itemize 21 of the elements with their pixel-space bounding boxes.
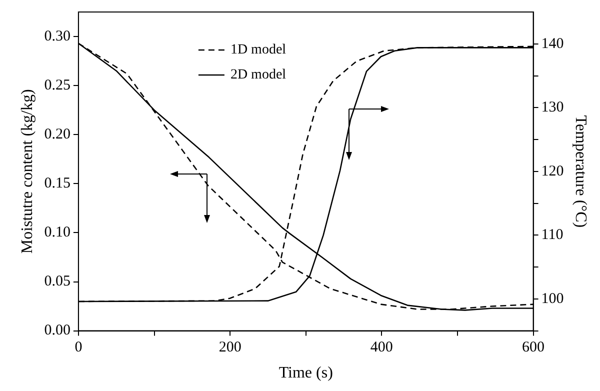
- x-tick-label: 400: [370, 340, 393, 356]
- legend-label: 2D model: [230, 68, 286, 83]
- y2-tick-label: 120: [541, 163, 564, 180]
- y-tick-label: 0.10: [44, 224, 70, 241]
- y-tick-label: 0.05: [44, 274, 70, 290]
- x-tick-label: 0: [74, 340, 82, 356]
- y2-tick-label: 140: [541, 36, 564, 52]
- x-tick-label: 600: [522, 340, 545, 356]
- y-tick-label: 0.30: [44, 28, 70, 44]
- y-tick-label: 0.15: [44, 176, 70, 192]
- y-tick-label: 0.20: [44, 126, 70, 143]
- y-tick-label: 0.25: [44, 78, 70, 94]
- x-axis-title: Time (s): [278, 364, 333, 382]
- y2-axis-title: Temperature (°C): [572, 115, 590, 228]
- x-tick-label: 200: [218, 340, 242, 356]
- y2-tick-label: 110: [541, 227, 564, 244]
- y-tick-label: 0.00: [44, 322, 70, 339]
- legend-label: 1D model: [230, 42, 286, 58]
- y2-tick-label: 100: [541, 290, 564, 307]
- y-axis-title: Moistutre content (kg/kg): [18, 89, 36, 254]
- y2-tick-label: 130: [541, 100, 564, 116]
